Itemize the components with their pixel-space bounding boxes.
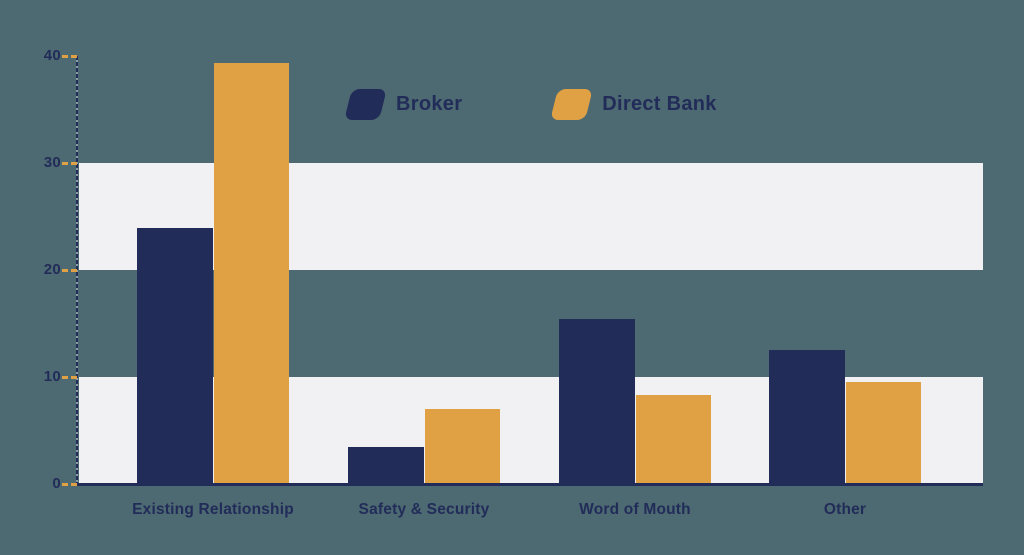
y-axis-tick-label: 20 — [43, 261, 61, 278]
x-category-label: Existing Relationship — [132, 501, 294, 518]
bar-direct-bank — [213, 63, 289, 484]
y-axis-line — [76, 56, 78, 484]
y-axis-tick — [62, 376, 77, 379]
bar-direct-bank — [424, 409, 500, 484]
y-axis-tick-label: 0 — [52, 475, 61, 492]
bar-direct-bank — [635, 395, 711, 484]
x-category-label: Other — [823, 501, 867, 518]
bar-broker — [559, 319, 635, 484]
broker-swatch-icon — [344, 89, 387, 120]
y-axis-tick-label: 40 — [43, 47, 61, 64]
bar-broker — [137, 228, 213, 484]
chart-legend: Broker Direct Bank — [344, 89, 717, 120]
bar-group — [137, 63, 289, 484]
legend-label-direct-bank: Direct Bank — [602, 93, 717, 115]
x-category-label: Safety & Security — [358, 501, 490, 518]
legend-label-broker: Broker — [396, 93, 463, 115]
y-axis-tick — [62, 269, 77, 272]
direct-bank-swatch-icon — [550, 89, 594, 120]
bar-broker — [348, 447, 424, 484]
bar-direct-bank — [845, 382, 921, 484]
x-category-label: Word of Mouth — [579, 501, 691, 518]
y-axis-tick — [62, 162, 77, 165]
y-axis-tick-label: 30 — [43, 154, 61, 171]
y-axis-tick-label: 10 — [43, 368, 61, 385]
bar-group — [348, 409, 500, 484]
bar-group — [769, 350, 921, 484]
x-axis-line — [76, 483, 983, 486]
y-axis-tick — [62, 483, 77, 486]
bar-broker — [769, 350, 845, 484]
legend-item-direct-bank: Direct Bank — [550, 89, 717, 120]
legend-item-broker: Broker — [344, 89, 463, 120]
bar-group — [559, 319, 711, 484]
y-axis-tick — [62, 55, 77, 58]
